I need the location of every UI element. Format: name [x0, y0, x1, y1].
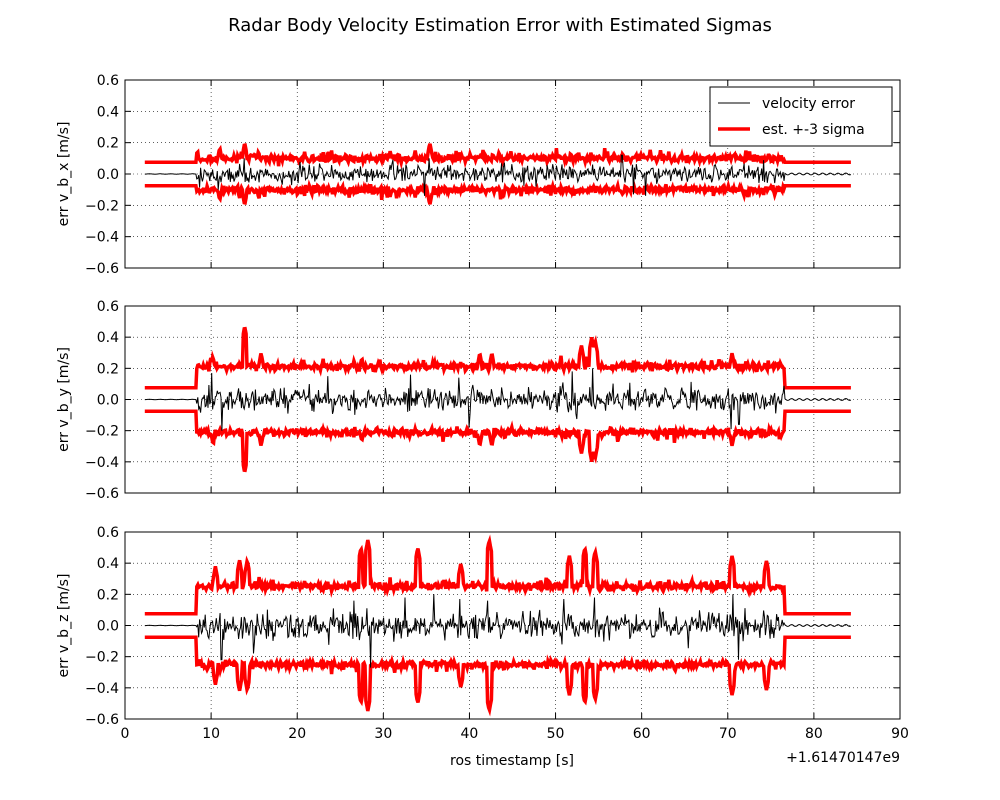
y-tick-label: −0.2 — [85, 650, 119, 666]
x-tick-label: 80 — [805, 726, 823, 742]
legend: velocity error est. +-3 sigma — [709, 86, 893, 147]
y-tick-label: 0.6 — [97, 525, 119, 541]
subplot-1: 0.6 0.4 0.2 0.0 −0.2 −0.4 −0.6 err v_b_x [m/s] — [56, 73, 901, 277]
y-tick-label: −0.4 — [85, 230, 119, 246]
velocity-error-line — [144, 154, 852, 196]
y-tick-label: 0.4 — [97, 330, 119, 346]
subplot-3: 0.6 0.4 0.2 0.0 −0.2 −0.4 −0.60 10 20 30 40 50 60 70 8… — [56, 525, 909, 742]
velocity-error-line — [144, 594, 852, 668]
x-tick-label: 10 — [202, 726, 220, 742]
x-tick-label: 70 — [719, 726, 737, 742]
y-tick-label: −0.6 — [85, 712, 119, 728]
y-tick-label: 0.4 — [97, 104, 119, 120]
y-tick-label: 0.6 — [97, 73, 119, 89]
sigma-lower-line — [144, 635, 851, 717]
x-tick-label: 60 — [633, 726, 651, 742]
legend-label-error: velocity error — [762, 96, 855, 112]
y-axis-label: err v_b_z [m/s] — [56, 574, 72, 678]
x-tick-label: 90 — [891, 726, 909, 742]
x-tick-label: 50 — [547, 726, 565, 742]
x-axis-offset-label: +1.61470147e9 — [786, 750, 900, 766]
y-tick-label: −0.2 — [85, 198, 119, 214]
x-tick-label: 40 — [461, 726, 479, 742]
y-tick-label: −0.2 — [85, 424, 119, 440]
sigma-lower-line — [144, 409, 851, 473]
legend-label-sigma: est. +-3 sigma — [762, 122, 865, 138]
y-tick-label: 0.2 — [97, 136, 119, 152]
sigma-upper-line — [144, 534, 851, 616]
velocity-error-line — [144, 368, 852, 431]
sigma-lower-line — [144, 178, 851, 205]
sigma-upper-line — [144, 143, 851, 170]
x-tick-label: 30 — [374, 726, 392, 742]
y-tick-label: 0.4 — [97, 556, 119, 572]
subplot-2: 0.6 0.4 0.2 0.0 −0.2 −0.4 −0.6 err v_b_y [m/s] — [56, 299, 901, 502]
sigma-upper-line — [144, 326, 851, 390]
y-tick-label: −0.6 — [85, 486, 119, 502]
y-tick-label: 0.0 — [97, 393, 119, 409]
y-tick-label: 0.0 — [97, 167, 119, 183]
x-tick-label: 20 — [288, 726, 306, 742]
legend-box — [709, 86, 893, 147]
y-tick-label: −0.6 — [85, 261, 119, 277]
x-axis-label: ros timestamp [s] — [450, 753, 574, 769]
chart-title: Radar Body Velocity Estimation Error wit… — [228, 15, 772, 36]
y-tick-label: 0.0 — [97, 619, 119, 635]
y-tick-label: 0.6 — [97, 299, 119, 315]
y-tick-label: −0.4 — [85, 455, 119, 471]
y-tick-label: 0.2 — [97, 361, 119, 377]
y-tick-label: −0.4 — [85, 681, 119, 697]
x-tick-label: 0 — [121, 726, 130, 742]
y-tick-label: 0.2 — [97, 587, 119, 603]
y-axis-label: err v_b_x [m/s] — [56, 122, 72, 227]
y-axis-label: err v_b_y [m/s] — [56, 347, 72, 452]
